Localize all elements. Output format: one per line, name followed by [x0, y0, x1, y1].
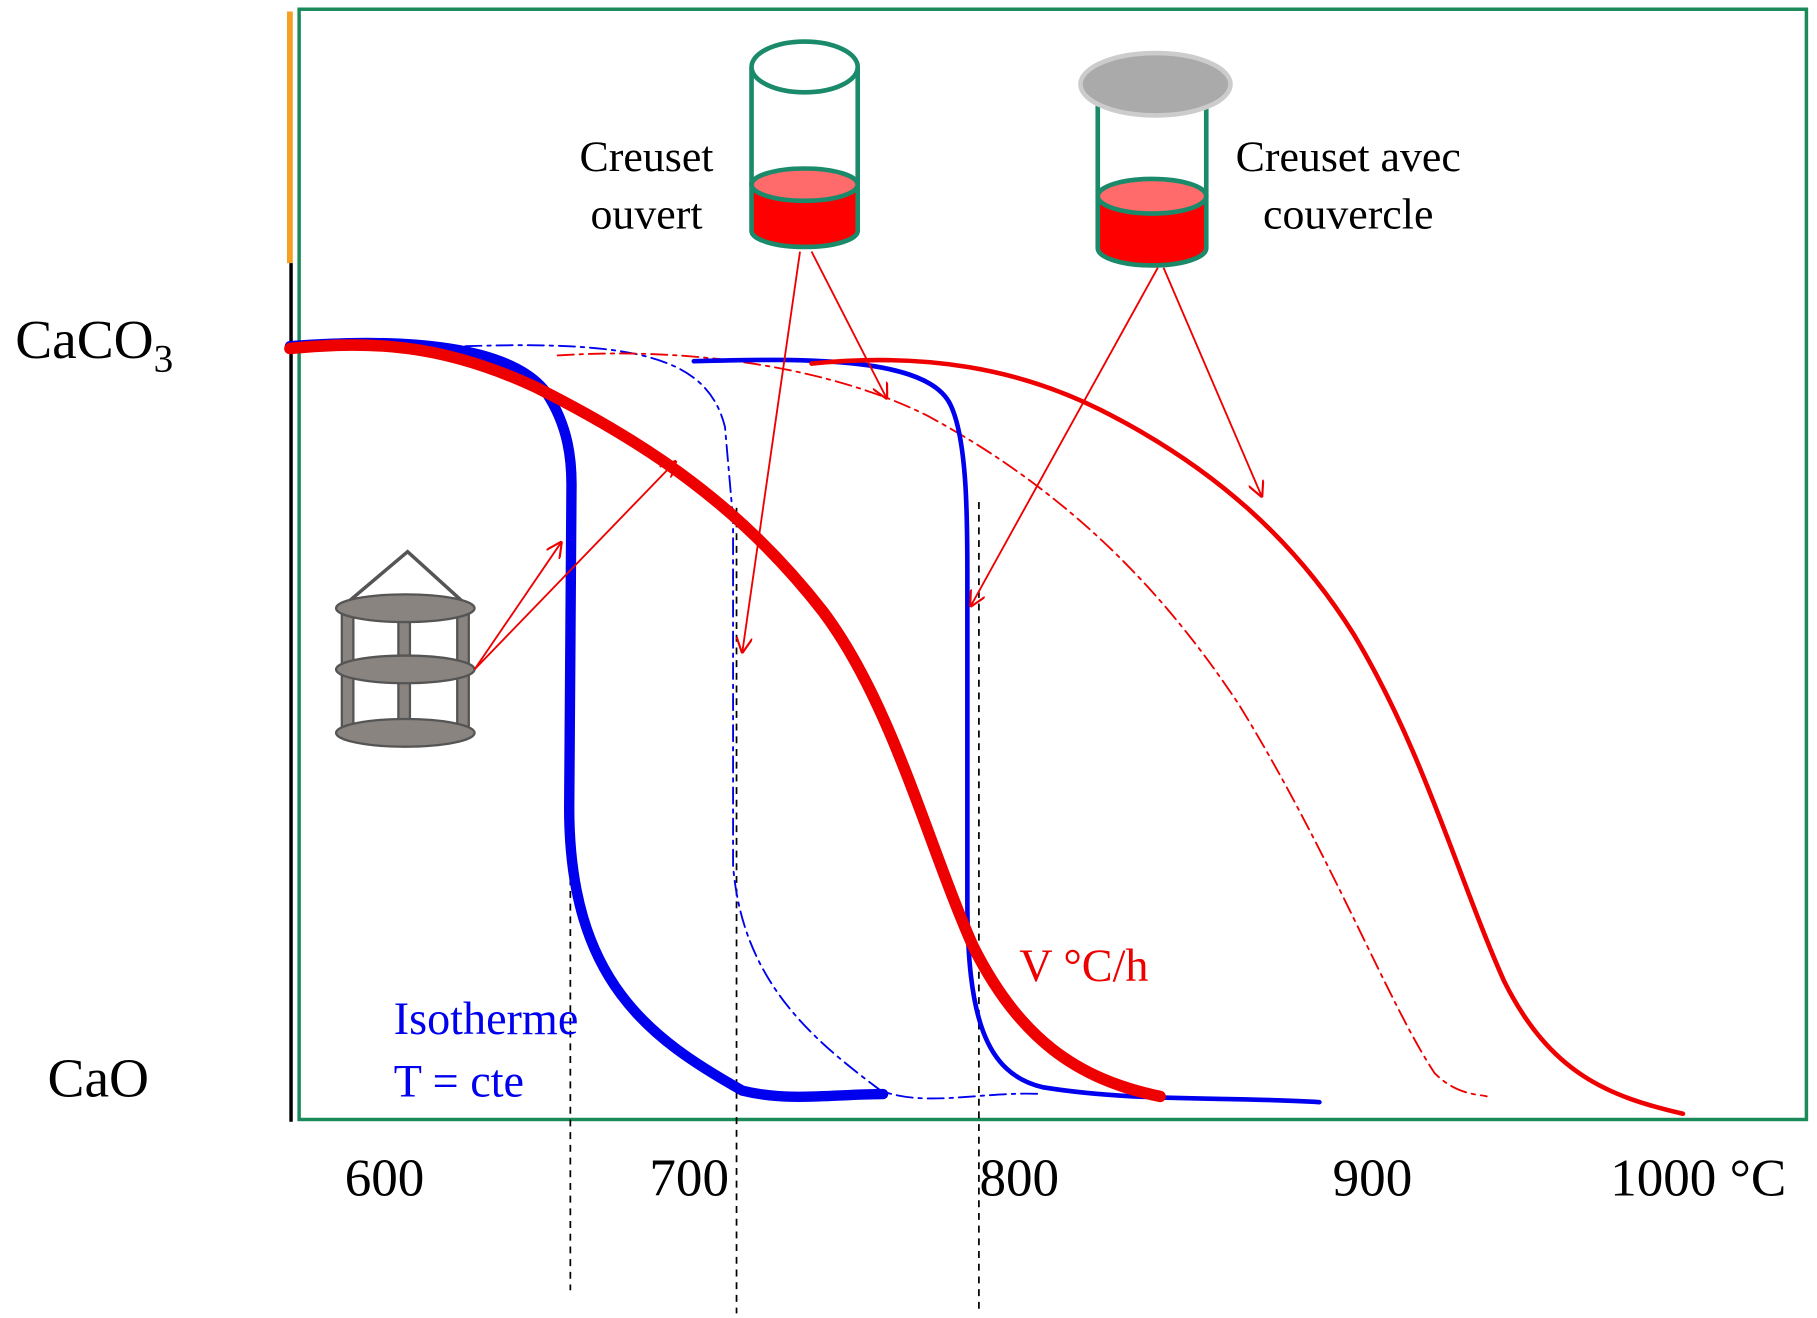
crucible-label: ouvert [591, 191, 703, 239]
crucible-label: Creuset avec [1236, 133, 1461, 181]
page: {"crucibles":{"open":{"lines":["Creuset"… [0, 0, 1817, 1318]
x-tick-label: 600 [345, 1150, 425, 1208]
crucible-label: Creuset [580, 133, 714, 181]
annotation: Isotherme [394, 993, 579, 1044]
x-tick-label: 700 [649, 1150, 729, 1208]
covered-crucible [1080, 53, 1230, 265]
open-crucible [752, 42, 858, 247]
crucible-label: couvercle [1263, 191, 1433, 239]
figure: Creuset ouvert Creuset avec couvercle Ca… [0, 0, 1817, 1318]
x-tick-label: 800 [979, 1150, 1059, 1208]
y-label-base: CaCO [15, 309, 153, 370]
x-tick-label: 900 [1333, 1150, 1413, 1208]
x-tick-label: 1000 °C [1610, 1150, 1786, 1208]
curve-covered-ramp [812, 360, 1683, 1114]
y-label-subscript: 3 [154, 338, 174, 381]
y-label-bottom: CaO [48, 1047, 150, 1108]
annotation: V °C/h [1019, 940, 1148, 991]
y-label-top: CaCO3 [15, 309, 173, 381]
annotation: T = cte [394, 1055, 524, 1106]
basket-icon [336, 552, 474, 747]
reference-lines [570, 485, 979, 1314]
curve-covered-isotherm [694, 360, 1320, 1102]
curve-open-isotherm [465, 345, 1042, 1098]
arrows [475, 252, 1262, 670]
